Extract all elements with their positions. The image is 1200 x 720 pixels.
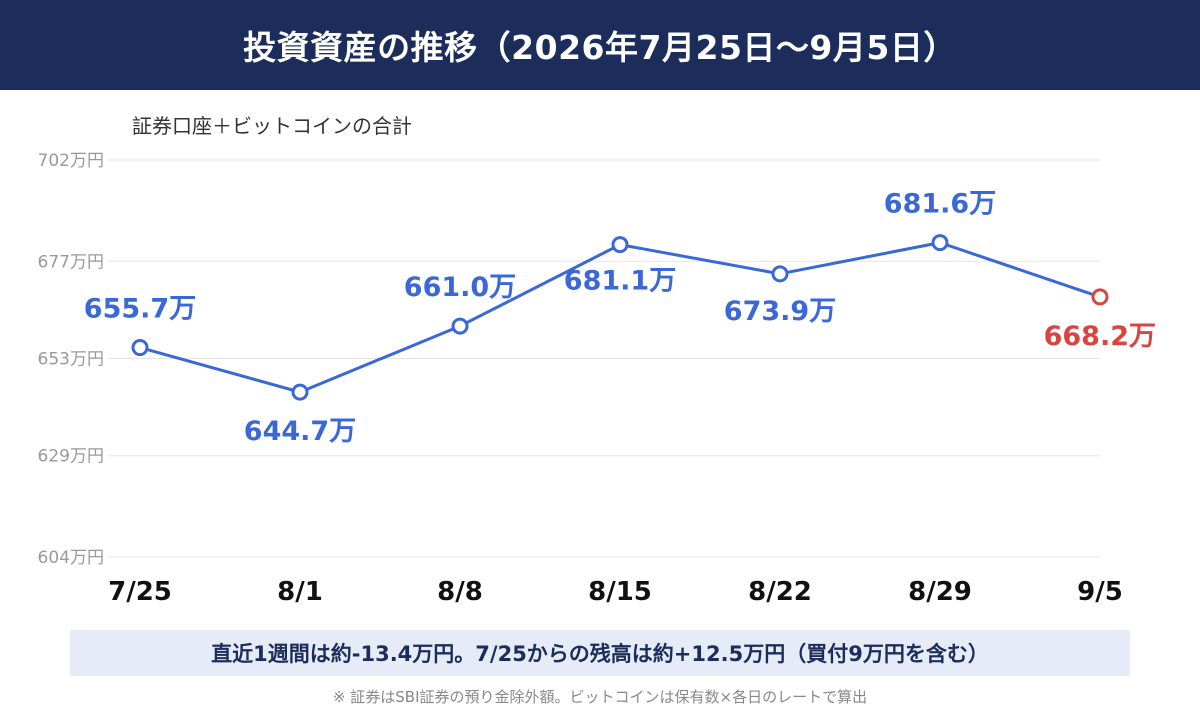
x-tick-label: 9/5: [1077, 577, 1123, 607]
data-point: [771, 265, 789, 283]
data-point: [611, 236, 629, 254]
page-title: 投資資産の推移（2026年7月25日〜9月5日）: [243, 28, 957, 67]
data-point: [291, 383, 309, 401]
data-label: 661.0万: [404, 272, 516, 303]
footnote: ※ 証券はSBI証券の預り金除外額。ビットコインは保有数×各日のレートで算出: [332, 688, 868, 706]
data-point: [1091, 288, 1109, 306]
y-tick-label: 702万円: [38, 151, 104, 171]
data-point: [131, 339, 149, 357]
data-point: [451, 317, 469, 335]
data-label: 681.6万: [884, 189, 996, 220]
x-tick-label: 7/25: [108, 577, 172, 607]
summary-box: 直近1週間は約-13.4万円。7/25からの残高は約+12.5万円（買付9万円を…: [70, 630, 1130, 676]
x-tick-label: 8/15: [588, 577, 652, 607]
y-tick-label: 604万円: [38, 548, 104, 568]
y-tick-label: 629万円: [38, 447, 104, 467]
x-tick-label: 8/1: [277, 577, 323, 607]
x-tick-label: 8/22: [748, 577, 812, 607]
data-point: [931, 234, 949, 252]
chart-subtitle: 証券口座＋ビットコインの合計: [132, 114, 412, 138]
data-label: 644.7万: [244, 416, 356, 447]
x-tick-label: 8/29: [908, 577, 972, 607]
data-label: 655.7万: [84, 294, 196, 325]
data-label: 673.9万: [724, 296, 836, 327]
data-label: 668.2万: [1044, 321, 1156, 352]
x-tick-label: 8/8: [437, 577, 483, 607]
page-header: 投資資産の推移（2026年7月25日〜9月5日）: [0, 0, 1200, 90]
y-tick-label: 653万円: [38, 350, 104, 370]
data-label: 681.1万: [564, 266, 676, 297]
y-tick-label: 677万円: [38, 252, 104, 272]
summary-text: 直近1週間は約-13.4万円。7/25からの残高は約+12.5万円（買付9万円を…: [211, 642, 989, 666]
